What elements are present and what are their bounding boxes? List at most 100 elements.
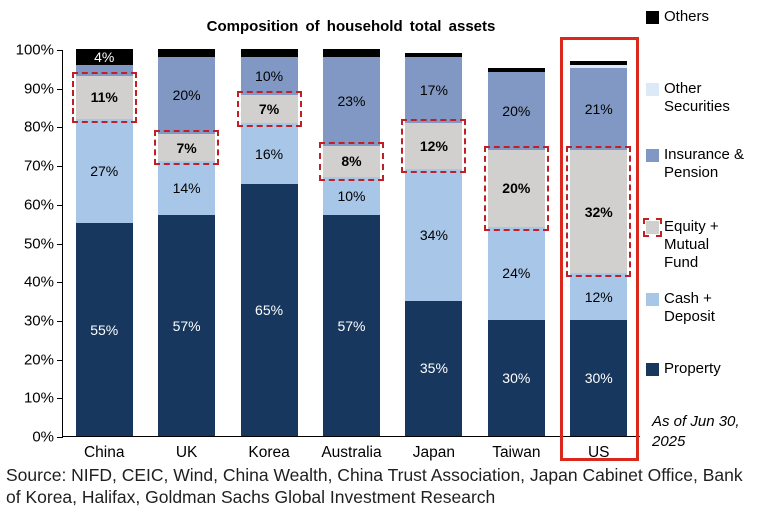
stacked-bar-uk: 57% 14% 7% 20%: [154, 49, 220, 436]
legend-swatch-others: [646, 11, 659, 24]
y-tick-label: 10%: [23, 389, 54, 407]
legend-label: Property: [664, 360, 721, 377]
bar-slot-uk: 57% 14% 7% 20%: [145, 49, 227, 436]
segment-property-korea: 65%: [240, 184, 298, 436]
y-tick-label: 30%: [23, 312, 54, 330]
segment-value-label: 55%: [90, 321, 119, 338]
legend-label: Cash + Deposit: [664, 290, 715, 325]
source-text: Source: NIFD, CEIC, Wind, China Wealth, …: [6, 465, 743, 507]
bar-slot-japan: 35% 34% 12% 17%: [393, 50, 475, 436]
y-tick-label: 0%: [32, 428, 54, 446]
segment-equity-mutual-fund-japan: 12%: [401, 118, 467, 174]
x-tick-label-korea: Korea: [248, 444, 290, 461]
segment-value-label: 21%: [584, 101, 613, 117]
segment-equity-mutual-fund-korea: 7%: [236, 91, 302, 127]
segment-cash-deposit-china: 27%: [75, 118, 133, 224]
segment-property-australia: 57%: [322, 215, 380, 436]
segment-cash-deposit-uk: 14%: [158, 161, 216, 216]
segment-insurance-pension-australia: 23%: [322, 56, 380, 146]
segment-value-label: 20%: [502, 102, 531, 119]
segment-value-label: 12%: [584, 288, 613, 305]
y-tick-label: 90%: [23, 80, 54, 98]
segment-property-us: 30%: [570, 319, 628, 436]
legend-item-cash-deposit: Cash + Deposit: [646, 290, 746, 326]
y-tick-mark: [57, 437, 63, 438]
segment-value-label: 20%: [502, 180, 531, 197]
stacked-bar-taiwan: 30% 24% 20% 20%: [483, 68, 549, 436]
legend-item-other-securities: Other Securities: [646, 80, 746, 116]
y-tick-label: 20%: [23, 351, 54, 369]
bar-slot-china: 55% 27% 11% 4%: [63, 48, 145, 436]
segment-value-label: 14%: [172, 180, 201, 197]
y-tick-label: 80%: [23, 118, 54, 136]
segment-value-label: 8%: [341, 153, 362, 170]
segment-insurance-pension-taiwan: 20%: [487, 72, 545, 150]
segment-value-label: 24%: [502, 265, 531, 282]
segment-insurance-pension-japan: 17%: [405, 56, 463, 123]
segment-value-label: 10%: [255, 68, 284, 85]
legend-swatch-other-securities: [646, 83, 659, 96]
segment-cash-deposit-taiwan: 24%: [487, 227, 545, 320]
legend-item-insurance-pension: Insurance & Pension: [646, 146, 746, 182]
segment-others-china: 4%: [75, 48, 133, 65]
segment-equity-mutual-fund-australia: 8%: [318, 141, 384, 181]
segment-value-label: 30%: [584, 369, 613, 386]
segment-others-uk: [158, 49, 216, 57]
segment-value-label: 7%: [258, 101, 280, 117]
segment-value-label: 17%: [419, 81, 448, 98]
bar-slot-australia: 57% 10% 8% 23%: [310, 49, 392, 436]
legend-swatch-cash-deposit: [646, 293, 659, 306]
plot-area: 100% 90% 80% 70% 60% 50% 40% 30% 20% 10% 0% 55% 27%…: [16, 42, 640, 461]
segment-value-label: 12%: [419, 137, 448, 154]
segment-equity-mutual-fund-china: 11%: [71, 72, 137, 123]
segment-insurance-pension-china: [75, 64, 133, 77]
segment-value-label: 4%: [94, 48, 115, 65]
segment-cash-deposit-us: 12%: [570, 273, 628, 320]
segment-insurance-pension-uk: 20%: [158, 56, 216, 135]
segment-property-taiwan: 30%: [487, 319, 545, 436]
segment-value-label: 65%: [255, 302, 284, 319]
segment-value-label: 34%: [419, 226, 448, 243]
segment-others-taiwan: [487, 68, 545, 73]
x-tick-label-china: China: [83, 444, 125, 461]
segment-insurance-pension-us: 21%: [570, 68, 628, 150]
y-tick-label: 40%: [23, 273, 54, 291]
segment-others-japan: [405, 52, 463, 57]
bar-slot-korea: 65% 16% 7% 10%: [228, 49, 310, 436]
segment-cash-deposit-japan: 34%: [405, 168, 463, 301]
segment-value-label: 20%: [172, 87, 201, 104]
segment-value-label: 57%: [337, 317, 366, 334]
x-tick-label-japan: Japan: [412, 444, 456, 461]
segment-cash-deposit-australia: 10%: [322, 176, 380, 216]
as-of-note: As of Jun 30, 2025: [652, 413, 740, 450]
legend-label: Insurance & Pension: [664, 146, 745, 181]
legend-swatch-equity-mutual-fund: [643, 218, 662, 237]
segment-others-us: [570, 60, 628, 65]
segment-cash-deposit-korea: 16%: [240, 122, 298, 185]
stacked-bar-china: 55% 27% 11% 4%: [71, 48, 137, 436]
legend-item-property: Property: [646, 360, 746, 378]
legend-label: Equity + Mutual Fund: [664, 218, 719, 271]
legend-item-others: Others: [646, 8, 746, 26]
stacked-bar-us: 30% 12% 32% 21%: [566, 60, 632, 436]
segment-value-label: 23%: [337, 93, 366, 110]
legend: Others Other Securities Insurance & Pensio…: [643, 0, 757, 465]
y-tick-label: 50%: [23, 235, 54, 252]
segment-others-australia: [322, 49, 380, 57]
segment-value-label: 32%: [584, 203, 613, 220]
stacked-bar-japan: 35% 34% 12% 17%: [401, 52, 467, 436]
segment-value-label: 10%: [337, 188, 366, 205]
x-axis-labels: China UK Korea Australia Japan Taiwan US: [63, 444, 640, 462]
chart-title: Composition of household total assets: [206, 18, 496, 35]
segment-value-label: 11%: [90, 89, 118, 106]
segment-value-label: 27%: [90, 162, 119, 179]
bar-slot-us: 30% 12% 32% 21%: [558, 50, 640, 436]
stacked-bar-korea: 65% 16% 7% 10%: [236, 49, 302, 436]
legend-swatch-insurance-pension: [646, 149, 659, 162]
segment-insurance-pension-korea: 10%: [240, 56, 298, 96]
segment-other-securities-us: [570, 64, 628, 69]
segment-equity-mutual-fund-us: 32%: [566, 145, 632, 278]
y-tick-label: 60%: [23, 196, 54, 214]
x-tick-label-australia: Australia: [321, 444, 382, 461]
